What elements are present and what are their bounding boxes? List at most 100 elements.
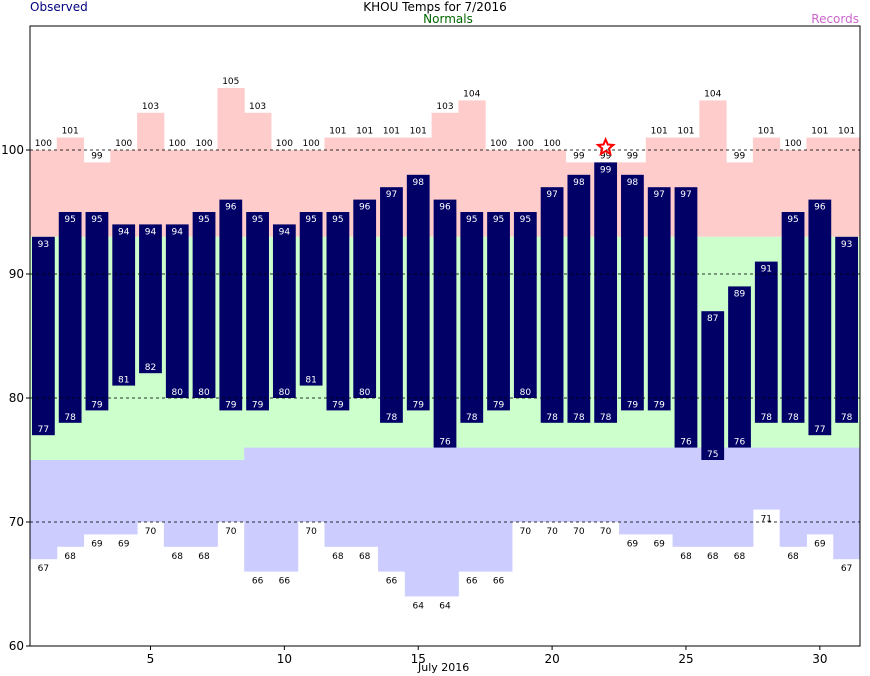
record-low-band	[83, 460, 111, 535]
record-high-label: 100	[544, 139, 561, 149]
observed-high-label: 94	[279, 227, 291, 237]
record-low-label: 70	[520, 527, 532, 537]
record-high-label: 101	[62, 127, 79, 137]
observed-high-label: 96	[359, 203, 371, 213]
observed-low-label: 76	[734, 438, 746, 448]
record-low-label: 68	[64, 552, 76, 562]
record-low-label: 69	[91, 539, 103, 549]
observed-high-label: 98	[573, 178, 585, 188]
record-low-label: 70	[145, 527, 157, 537]
record-high-band	[752, 137, 781, 237]
observed-bar	[192, 212, 216, 398]
record-high-label: 101	[329, 127, 346, 137]
record-low-label: 67	[841, 564, 852, 574]
record-low-label: 70	[305, 527, 317, 537]
observed-high-label: 95	[252, 215, 263, 225]
observed-low-label: 79	[332, 400, 344, 410]
observed-bar	[674, 187, 698, 448]
observed-bar	[754, 261, 778, 423]
record-high-label: 100	[35, 139, 52, 149]
observed-bar	[808, 199, 832, 436]
record-low-band	[511, 447, 540, 522]
record-low-band	[645, 447, 674, 535]
record-low-label: 69	[627, 539, 639, 549]
observed-high-label: 99	[600, 165, 612, 175]
record-low-label: 66	[279, 577, 291, 587]
record-low-label: 68	[198, 552, 210, 562]
observed-bar	[728, 286, 751, 448]
observed-high-label: 89	[734, 289, 746, 299]
y-tick-label: 80	[9, 391, 24, 405]
observed-low-label: 76	[680, 438, 692, 448]
x-tick-label: 20	[544, 652, 559, 666]
record-low-band	[619, 447, 647, 535]
observed-bar	[58, 212, 82, 423]
observed-high-label: 97	[680, 190, 691, 200]
y-tick-label: 90	[9, 267, 24, 281]
observed-low-label: 80	[279, 388, 291, 398]
observed-bar	[433, 199, 457, 448]
observed-low-label: 79	[627, 400, 639, 410]
record-high-label: 100	[303, 139, 320, 149]
record-low-band	[752, 447, 781, 510]
observed-high-label: 96	[225, 203, 237, 213]
observed-high-label: 95	[466, 215, 477, 225]
record-low-label: 70	[573, 527, 585, 537]
observed-low-label: 78	[841, 413, 853, 423]
observed-high-label: 95	[91, 215, 102, 225]
observed-low-label: 76	[439, 438, 451, 448]
x-tick-label: 30	[812, 652, 827, 666]
record-high-label: 100	[490, 139, 507, 149]
observed-low-label: 78	[546, 413, 558, 423]
observed-high-label: 97	[546, 190, 557, 200]
observed-low-label: 79	[91, 400, 103, 410]
record-low-label: 68	[787, 552, 799, 562]
record-low-label: 71	[761, 515, 772, 525]
record-low-band	[806, 447, 834, 535]
observed-low-label: 79	[653, 400, 665, 410]
observed-bar	[380, 187, 403, 423]
record-high-label: 100	[115, 139, 132, 149]
record-low-band	[324, 447, 352, 547]
plot-frame	[29, 25, 861, 647]
observed-low-label: 81	[305, 376, 316, 386]
record-low-band	[110, 460, 138, 535]
observed-bar	[460, 212, 484, 423]
record-high-band	[30, 150, 58, 237]
record-low-label: 69	[814, 539, 826, 549]
observed-low-label: 78	[573, 413, 585, 423]
record-low-label: 69	[653, 539, 665, 549]
labels-layer: 93 77 100 67 95 78 101 68 95 79 99 69 94 81 100 69 94 82 1…	[35, 77, 855, 611]
record-low-band	[779, 447, 807, 547]
observed-low-label: 78	[761, 413, 773, 423]
observed-bar	[701, 311, 725, 460]
record-high-band	[270, 150, 299, 237]
record-low-label: 68	[680, 552, 692, 562]
record-low-label: 68	[707, 552, 719, 562]
record-low-band	[485, 447, 513, 572]
record-high-label: 101	[811, 127, 828, 137]
observed-low-label: 77	[814, 425, 825, 435]
observed-high-label: 95	[198, 215, 209, 225]
record-low-label: 68	[172, 552, 184, 562]
legend-observed: Observed	[30, 0, 88, 14]
record-high-band	[699, 100, 727, 237]
record-low-band	[538, 447, 566, 522]
record-high-band	[163, 150, 192, 237]
x-tick-label: 5	[147, 652, 155, 666]
record-low-label: 69	[118, 539, 130, 549]
record-low-label: 67	[38, 564, 49, 574]
record-low-band	[270, 447, 299, 572]
record-low-band	[30, 460, 58, 560]
record-low-label: 68	[359, 552, 371, 562]
observed-bar	[85, 212, 109, 411]
record-low-band	[833, 447, 861, 560]
record-low-band	[217, 460, 245, 522]
record-high-label: 105	[222, 77, 239, 87]
observed-low-label: 80	[359, 388, 371, 398]
record-low-band	[699, 447, 727, 547]
record-star-icon	[595, 136, 616, 157]
record-low-band	[163, 460, 192, 547]
record-low-band	[592, 447, 620, 522]
observed-bar	[647, 187, 671, 411]
